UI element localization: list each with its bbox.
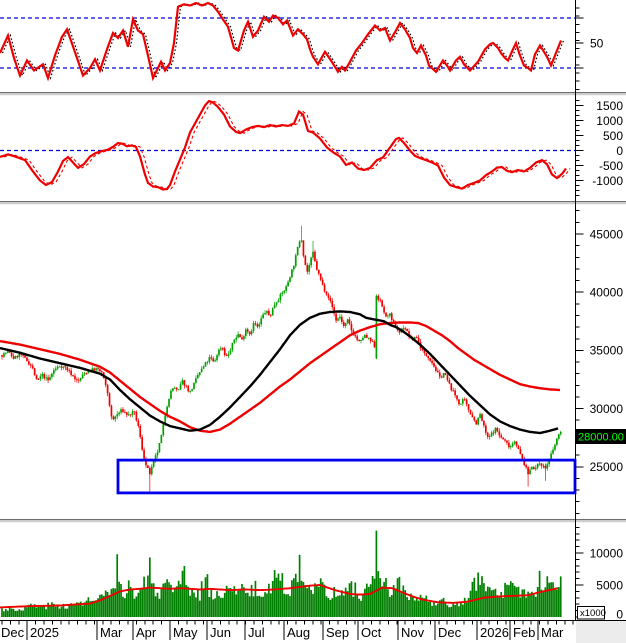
- y-axis-label: 1500: [596, 99, 623, 113]
- x-axis-label: 2026: [480, 625, 509, 640]
- last-price-value: 28000.00: [578, 432, 624, 444]
- x-axis-label: Nov: [401, 625, 425, 640]
- x-axis-label: Mar: [541, 625, 564, 640]
- volume-panel: [0, 530, 562, 617]
- splitter-edge: [0, 519, 626, 520]
- last-price-tag: 28000.00: [576, 429, 626, 444]
- x-axis-label: Mar: [100, 625, 123, 640]
- x-axis-label: Apr: [136, 625, 157, 640]
- x-axis-label: Dec: [438, 625, 462, 640]
- x-axis-label: Dec: [1, 625, 25, 640]
- y-axis-label: 0: [616, 608, 623, 622]
- splitter-bar[interactable]: [0, 93, 626, 95]
- splitter-edge: [0, 92, 626, 93]
- volume-bars: [1, 530, 562, 617]
- fast-moving-average: [0, 310, 559, 435]
- momentum-panel: [0, 99, 575, 191]
- last-price-tag-bg: [576, 429, 626, 444]
- corner-fill: [576, 621, 626, 643]
- x-axis-label: Feb: [513, 625, 535, 640]
- y-axis-label: 30000: [590, 402, 624, 416]
- volume-unit-label: x1000: [580, 608, 606, 619]
- oscillator-main-line: [0, 1, 563, 82]
- panel-splitters[interactable]: [0, 92, 626, 523]
- y-axis-label: 10000: [590, 546, 624, 560]
- y-axis-label: 25000: [590, 460, 624, 474]
- y-axis-label: 35000: [590, 344, 624, 358]
- x-axis: Dec 2025 Mar Apr May Jun Jul Aug Sep Oct Nov Dec 202…: [0, 620, 626, 640]
- splitter-edge: [0, 201, 626, 202]
- momentum-signal-line: [3, 100, 571, 191]
- y-axis-label: 50: [590, 36, 604, 50]
- y-axis-label: -1000: [592, 174, 623, 188]
- slow-moving-average: [0, 321, 561, 434]
- x-axis-label: Oct: [361, 625, 382, 640]
- momentum-main-line: [0, 99, 567, 191]
- x-axis-label: Sep: [326, 625, 349, 640]
- y-axis-label: 1000: [596, 114, 623, 128]
- volume-unit-box: [577, 606, 605, 620]
- y-axis-label: -500: [599, 159, 623, 173]
- y-axis-label: 5000: [596, 578, 623, 592]
- y-axis-label: 500: [603, 129, 623, 143]
- x-axis-label: 2025: [30, 625, 59, 640]
- volume-moving-average: [0, 584, 559, 609]
- splitter-highlight: [0, 204, 626, 205]
- axis-corner: x1000: [576, 606, 626, 643]
- splitter-highlight: [0, 522, 626, 523]
- splitter-bar[interactable]: [0, 520, 626, 522]
- x-axis-label: Aug: [287, 625, 310, 640]
- x-axis-label: Jul: [248, 625, 265, 640]
- y-axis-label: 40000: [590, 286, 624, 300]
- y-axis-label: 45000: [590, 227, 624, 241]
- oscillator-panel: [0, 1, 575, 82]
- y-axis-label: 0: [616, 144, 623, 158]
- splitter-bar[interactable]: [0, 202, 626, 204]
- x-axis-label: May: [173, 625, 198, 640]
- right-axis: 50150010005000-500-100045000400003500030…: [575, 0, 624, 622]
- price-panel: [0, 225, 562, 495]
- x-axis-label: Jun: [210, 625, 231, 640]
- splitter-highlight: [0, 95, 626, 96]
